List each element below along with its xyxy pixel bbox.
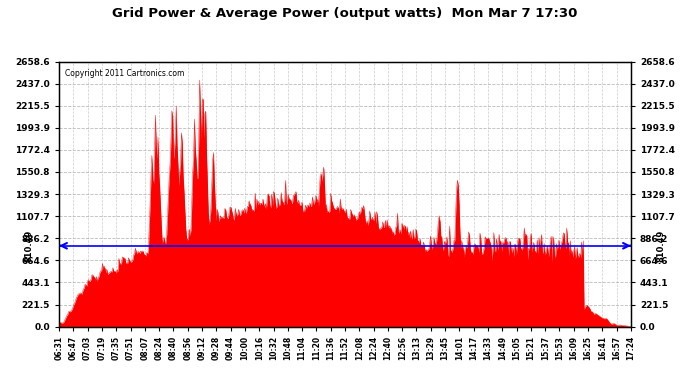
Text: 810.49: 810.49 (657, 230, 666, 262)
Text: Copyright 2011 Cartronics.com: Copyright 2011 Cartronics.com (65, 69, 184, 78)
Text: Grid Power & Average Power (output watts)  Mon Mar 7 17:30: Grid Power & Average Power (output watts… (112, 8, 578, 21)
Text: 810.49: 810.49 (24, 230, 33, 262)
